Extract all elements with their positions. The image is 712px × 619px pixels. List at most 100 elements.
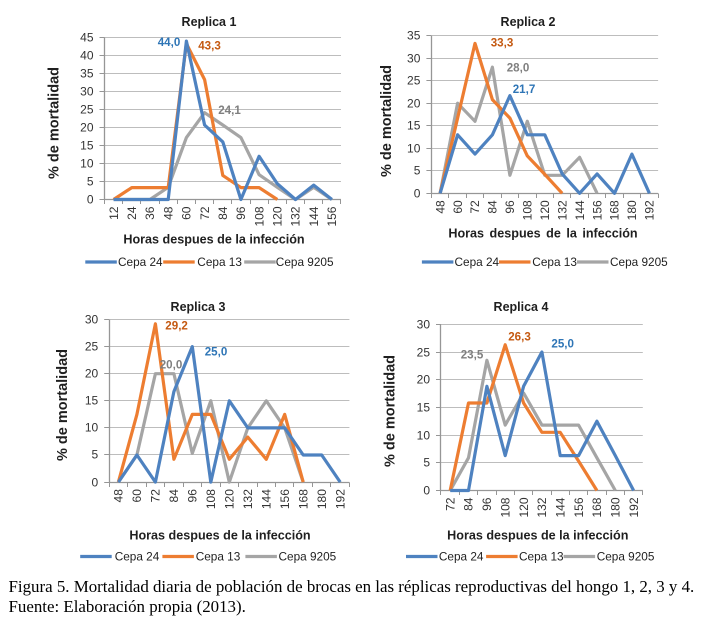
svg-text:72: 72 [443,497,457,511]
svg-text:10: 10 [417,429,431,443]
svg-text:96: 96 [480,497,494,511]
svg-text:26,3: 26,3 [508,330,531,343]
svg-text:28,0: 28,0 [507,61,530,74]
svg-text:Cepa 24: Cepa 24 [439,550,484,564]
svg-text:Cepa 13: Cepa 13 [532,255,577,269]
svg-text:30: 30 [407,52,421,66]
svg-text:43,3: 43,3 [198,39,221,52]
svg-text:25,0: 25,0 [205,345,228,358]
svg-text:29,2: 29,2 [165,319,188,332]
svg-text:15: 15 [85,394,99,408]
svg-text:108: 108 [498,497,512,517]
svg-text:Horas despues de la infección: Horas despues de la infección [447,529,628,543]
svg-text:132: 132 [535,497,549,517]
svg-text:180: 180 [315,489,329,509]
svg-text:48: 48 [112,489,126,503]
svg-text:120: 120 [538,200,552,220]
svg-text:72: 72 [198,206,212,220]
svg-text:24: 24 [125,206,139,220]
svg-text:Horas despues de la infección: Horas despues de la infección [129,529,310,543]
svg-text:44,0: 44,0 [158,36,181,49]
svg-text:12: 12 [107,206,121,220]
svg-text:Horas despues de la infección: Horas despues de la infección [448,227,637,241]
svg-text:60: 60 [180,206,194,220]
svg-text:144: 144 [553,497,567,517]
svg-text:Cepa 24: Cepa 24 [115,550,160,564]
svg-text:84: 84 [216,206,230,220]
svg-text:132: 132 [241,489,255,509]
svg-text:144: 144 [307,206,321,226]
svg-text:21,7: 21,7 [513,83,536,96]
svg-text:108: 108 [204,489,218,509]
svg-text:5: 5 [92,448,99,462]
svg-text:10: 10 [85,421,99,435]
svg-text:0: 0 [92,476,99,490]
svg-text:5: 5 [414,164,421,178]
svg-text:192: 192 [643,200,657,220]
svg-text:60: 60 [130,489,144,503]
svg-text:168: 168 [296,489,310,509]
svg-text:Replica 2: Replica 2 [501,15,556,29]
svg-text:15: 15 [407,119,421,133]
svg-text:20: 20 [407,97,421,111]
svg-text:156: 156 [278,489,292,509]
svg-text:72: 72 [149,489,163,503]
svg-text:25: 25 [417,346,431,360]
svg-text:25: 25 [80,103,94,117]
svg-text:0: 0 [87,193,94,207]
svg-text:45: 45 [80,31,94,45]
svg-text:48: 48 [161,206,175,220]
svg-text:72: 72 [468,200,482,214]
svg-text:Cepa 9205: Cepa 9205 [279,550,337,564]
svg-text:% de mortalidad: % de mortalidad [379,65,395,177]
svg-text:84: 84 [486,200,500,214]
svg-text:0: 0 [423,484,430,498]
svg-text:30: 30 [85,313,99,327]
svg-text:5: 5 [423,456,430,470]
svg-text:168: 168 [590,497,604,517]
svg-text:Horas despues de la infección: Horas despues de la infección [123,233,304,247]
svg-text:35: 35 [407,29,421,43]
svg-text:108: 108 [521,200,535,220]
svg-text:144: 144 [573,200,587,220]
svg-text:192: 192 [627,497,641,517]
svg-text:20: 20 [417,373,431,387]
svg-text:15: 15 [417,401,431,415]
svg-text:10: 10 [407,142,421,156]
svg-text:Replica 3: Replica 3 [171,300,226,314]
svg-text:192: 192 [333,489,347,509]
svg-text:156: 156 [572,497,586,517]
svg-text:96: 96 [234,206,248,220]
svg-text:120: 120 [517,497,531,517]
svg-text:156: 156 [590,200,604,220]
svg-text:Cepa 9205: Cepa 9205 [610,255,668,269]
svg-text:Replica 1: Replica 1 [182,15,237,29]
svg-text:33,3: 33,3 [491,36,514,49]
svg-text:% de mortalidad: % de mortalidad [47,67,63,179]
svg-text:20: 20 [80,121,94,135]
svg-text:25,0: 25,0 [551,338,574,351]
svg-text:25: 25 [407,74,421,88]
svg-text:30: 30 [80,85,94,99]
svg-text:132: 132 [555,200,569,220]
svg-text:96: 96 [186,489,200,503]
svg-text:168: 168 [608,200,622,220]
svg-text:% de mortalidad: % de mortalidad [383,355,399,467]
svg-text:144: 144 [260,489,274,509]
svg-text:30: 30 [417,318,431,332]
svg-text:Cepa 13: Cepa 13 [519,550,564,564]
svg-text:156: 156 [325,206,339,226]
svg-text:5: 5 [87,175,94,189]
svg-text:84: 84 [462,497,476,511]
svg-text:25: 25 [85,340,99,354]
svg-text:Cepa 13: Cepa 13 [196,550,241,564]
svg-text:60: 60 [451,200,465,214]
svg-text:108: 108 [252,206,266,226]
svg-text:180: 180 [625,200,639,220]
svg-text:84: 84 [167,489,181,503]
svg-text:Cepa 24: Cepa 24 [455,255,500,269]
svg-text:10: 10 [80,157,94,171]
svg-text:120: 120 [271,206,285,226]
svg-text:48: 48 [433,200,447,214]
svg-text:Cepa 9205: Cepa 9205 [276,255,334,269]
